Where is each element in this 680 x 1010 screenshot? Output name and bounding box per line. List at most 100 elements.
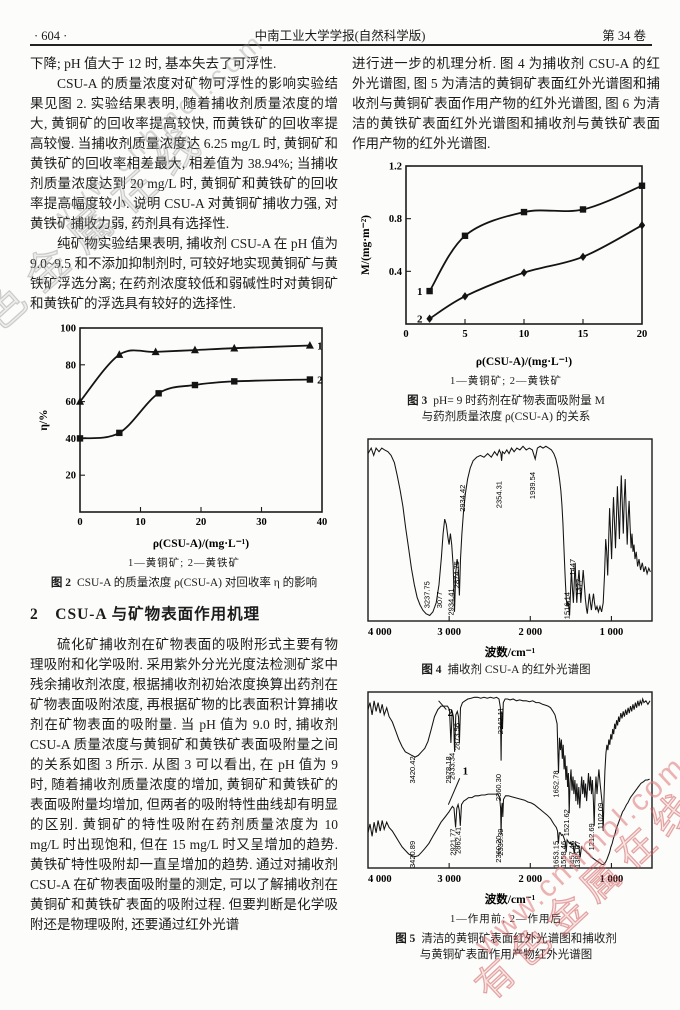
svg-text:10: 10 — [519, 329, 530, 340]
svg-text:M/(mg·m⁻²): M/(mg·m⁻²) — [360, 215, 372, 275]
paragraph: 进行进一步的机理分析. 图 4 为捕收剂 CSU-A 的红外光谱图, 图 5 为… — [352, 56, 660, 151]
svg-text:1: 1 — [417, 286, 423, 298]
svg-text:2: 2 — [448, 707, 454, 719]
fig5-caption-line1: 清洁的黄铜矿表面红外光谱图和捕收剂 — [421, 933, 617, 945]
svg-text:100: 100 — [60, 324, 76, 335]
svg-text:波数/cm⁻¹: 波数/cm⁻¹ — [485, 892, 535, 906]
svg-text:1377: 1377 — [574, 579, 583, 596]
svg-text:1558.46: 1558.46 — [559, 841, 568, 868]
svg-text:15: 15 — [578, 329, 589, 340]
svg-text:3 000: 3 000 — [437, 627, 461, 638]
svg-text:2360.30: 2360.30 — [494, 774, 503, 801]
fig4-caption-label: 图 4 — [421, 664, 442, 676]
svg-text:ρ(CSU-A)/(mg·L⁻¹): ρ(CSU-A)/(mg·L⁻¹) — [476, 356, 572, 368]
volume-label: 第 34 卷 — [602, 29, 646, 43]
fig3-caption-line2: 与药剂质量浓度 ρ(CSU-A) 的关系 — [421, 411, 591, 423]
svg-text:1447: 1447 — [568, 559, 577, 576]
svg-text:10: 10 — [135, 517, 146, 528]
fig3-legend: 1—黄铜矿; 2—黄铁矿 — [449, 376, 563, 387]
svg-text:2360.20: 2360.20 — [494, 836, 503, 863]
svg-text:1516.14: 1516.14 — [563, 592, 572, 619]
figure-5: 4 000 3 000 2 000 1 000 3420.42 2978.18 2933.3… — [352, 686, 660, 963]
paragraph: CSU-A 的质量浓度对矿物可浮性的影响实验结果见图 2. 实验结果表明, 随着… — [30, 76, 338, 231]
svg-text:0: 0 — [77, 517, 82, 528]
right-column: 进行进一步的机理分析. 图 4 为捕收剂 CSU-A 的红外光谱图, 图 5 为… — [352, 54, 660, 965]
fig2-caption-label: 图 2 — [50, 577, 71, 589]
svg-text:2874.75: 2874.75 — [452, 561, 461, 588]
fig5-legend: 1—作用前; 2—作用后 — [449, 914, 563, 925]
svg-text:3420.42: 3420.42 — [408, 756, 417, 783]
journal-title: 中南工业大学学报(自然科学版) — [254, 29, 426, 43]
svg-text:2862.41: 2862.41 — [454, 827, 463, 854]
fig3-caption: 图 3 pH= 9 时药剂在矿物表面吸附量 M 与药剂质量浓度 ρ(CSU-A) … — [352, 393, 660, 425]
svg-text:ρ(CSU-A)/(mg·L⁻¹): ρ(CSU-A)/(mg·L⁻¹) — [153, 538, 249, 550]
svg-text:η/%: η/% — [38, 409, 50, 430]
fig3-line-chart: 0 5 10 15 20 0.4 0.8 1.2 ρ(CSU-A)/(mg·L⁻¹) M/(mg·… — [360, 162, 647, 369]
svg-text:4 000: 4 000 — [368, 874, 392, 885]
svg-text:80: 80 — [66, 360, 77, 371]
svg-text:0.4: 0.4 — [389, 267, 403, 278]
svg-text:2921.77: 2921.77 — [449, 829, 458, 856]
figure-3: 0 5 10 15 20 0.4 0.8 1.2 ρ(CSU-A)/(mg·L⁻¹) M/(mg·… — [352, 158, 660, 425]
svg-text:2873.56: 2873.56 — [452, 723, 461, 750]
svg-text:3 000: 3 000 — [437, 874, 461, 885]
svg-text:1102.09: 1102.09 — [596, 803, 605, 830]
fig5-ir-spectrum: 4 000 3 000 2 000 1 000 3420.42 2978.182933.3… — [367, 691, 653, 906]
svg-text:0: 0 — [403, 329, 408, 340]
svg-text:2342.11: 2342.11 — [496, 708, 505, 735]
fig3-caption-line1: pH= 9 时药剂在矿物表面吸附量 M — [433, 395, 605, 407]
svg-text:3420.89: 3420.89 — [408, 841, 417, 868]
fig4-caption-text: 捕收剂 CSU-A 的红外光谱图 — [447, 664, 591, 676]
svg-text:20: 20 — [66, 471, 77, 482]
svg-text:1652.78: 1652.78 — [552, 770, 561, 797]
svg-text:1653.15: 1653.15 — [551, 841, 560, 868]
fig2-caption: 图 2 CSU-A 的质量浓度 ρ(CSU-A) 对回收率 η 的影响 — [30, 575, 338, 591]
header-rule — [30, 44, 652, 46]
svg-text:2934.42: 2934.42 — [458, 485, 467, 512]
figure-2: 0 10 20 30 40 20 40 60 80 100 ρ(CSU-A)/(mg·L⁻¹) η/%… — [30, 318, 338, 591]
svg-text:3237.75: 3237.75 — [423, 581, 432, 608]
svg-text:波数/cm⁻¹: 波数/cm⁻¹ — [485, 645, 535, 659]
paragraph: 下降; pH 值大于 12 时, 基本失去了可浮性. — [30, 56, 277, 71]
page-header: · 604 · 中南工业大学学报(自然科学版) 第 34 卷 — [34, 25, 646, 44]
svg-text:2 000: 2 000 — [518, 874, 542, 885]
fig2-caption-text: CSU-A 的质量浓度 ρ(CSU-A) 对回收率 η 的影响 — [76, 577, 318, 589]
svg-text:0.8: 0.8 — [389, 214, 402, 225]
fig2-legend: 1—黄铜矿; 2—黄铁矿 — [127, 558, 241, 569]
svg-text:1212.69: 1212.69 — [587, 823, 596, 850]
svg-text:2: 2 — [417, 314, 423, 326]
fig2-line-chart: 0 10 20 30 40 20 40 60 80 100 ρ(CSU-A)/(mg·L⁻¹) η/%… — [38, 324, 327, 551]
svg-text:2339.39: 2339.39 — [496, 829, 505, 856]
svg-text:1457.46: 1457.46 — [567, 841, 576, 868]
section-heading: 2 CSU-A 与矿物表面作用机理 — [30, 606, 261, 623]
svg-text:60: 60 — [66, 397, 77, 408]
svg-text:1.2: 1.2 — [389, 162, 402, 173]
svg-text:40: 40 — [66, 434, 77, 445]
svg-text:2354.31: 2354.31 — [495, 481, 504, 508]
svg-text:30: 30 — [256, 517, 267, 528]
svg-text:3077: 3077 — [435, 592, 444, 609]
svg-text:2933.34: 2933.34 — [448, 753, 457, 780]
left-column: 下降; pH 值大于 12 时, 基本失去了可浮性. CSU-A 的质量浓度对矿… — [30, 54, 338, 935]
svg-text:4 000: 4 000 — [368, 627, 392, 638]
fig5-caption-line2: 与黄铜矿表面作用产物红外光谱图 — [419, 949, 593, 961]
svg-text:1: 1 — [463, 766, 469, 778]
svg-text:2 000: 2 000 — [518, 627, 542, 638]
svg-text:2: 2 — [317, 375, 323, 387]
svg-text:5: 5 — [462, 329, 467, 340]
svg-text:2934.41: 2934.41 — [447, 588, 456, 615]
svg-text:1: 1 — [317, 340, 323, 352]
fig4-caption: 图 4 捕收剂 CSU-A 的红外光谱图 — [352, 662, 660, 678]
svg-text:1 000: 1 000 — [600, 627, 624, 638]
svg-text:2978.18: 2978.18 — [444, 756, 453, 783]
svg-text:1 000: 1 000 — [600, 874, 624, 885]
paragraph: 硫化矿捕收剂在矿物表面的吸附形式主要有物理吸附和化学吸附. 采用紫外分光光度法检… — [30, 637, 338, 932]
svg-text:1385.07: 1385.07 — [573, 841, 582, 868]
figure-4: 4 000 3 000 2 000 1 000 3237.75 3077 2934.41 28… — [352, 433, 660, 678]
fig5-caption: 图 5 清洁的黄铜矿表面红外光谱图和捕收剂 与黄铜矿表面作用产物红外光谱图 — [352, 931, 660, 963]
page-number: · 604 · — [34, 29, 68, 43]
paragraph: 纯矿物实验结果表明, 捕收剂 CSU-A 在 pH 值为 9.0~9.5 和不添… — [30, 236, 338, 311]
svg-text:20: 20 — [196, 517, 207, 528]
svg-text:1521.62: 1521.62 — [562, 809, 571, 836]
svg-text:1939.54: 1939.54 — [528, 472, 537, 499]
